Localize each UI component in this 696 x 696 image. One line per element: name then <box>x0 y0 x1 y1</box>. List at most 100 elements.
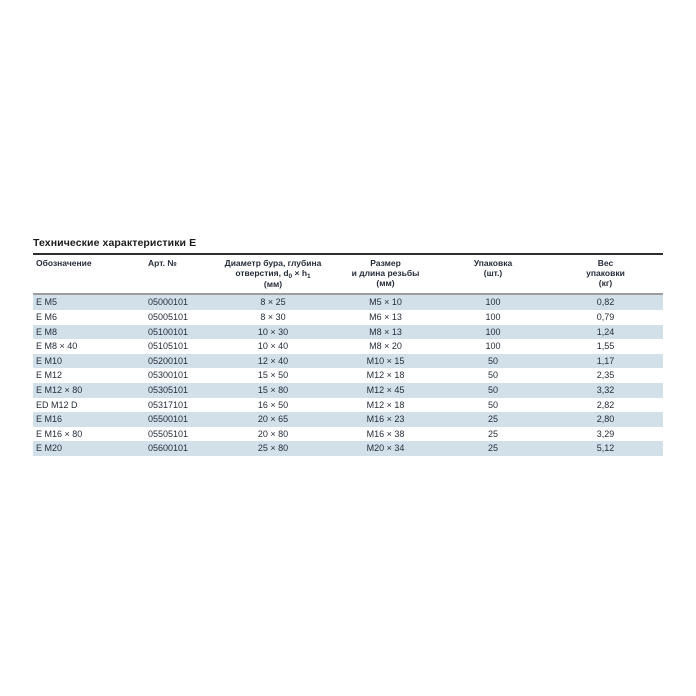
cell-pack-weight: 1,55 <box>596 341 615 352</box>
cell-pack-qty: 100 <box>485 297 501 308</box>
cell-pack-qty: 25 <box>487 414 498 425</box>
cell-pack-weight: 2,35 <box>596 370 615 381</box>
cell-drill-size: 10 × 40 <box>257 341 289 352</box>
header-weight: Вес упаковки (кг) <box>548 255 663 296</box>
cell-pack-weight: 0,82 <box>596 297 615 308</box>
cell-designation: E M16 <box>36 414 63 425</box>
cell-thread-size: M8 × 13 <box>369 326 402 337</box>
cell-drill-size: 8 × 30 <box>260 311 286 322</box>
cell-drill-size: 20 × 65 <box>257 414 289 425</box>
cell-article: 05305101 <box>148 384 189 395</box>
cell-designation: E M5 <box>36 297 58 308</box>
cell-drill-size: 15 × 50 <box>257 370 289 381</box>
cell-article: 05505101 <box>148 428 189 439</box>
header-drill-line1: Диаметр бура, глубина <box>224 258 322 268</box>
cell-drill-size: 12 × 40 <box>257 355 289 366</box>
cell-drill-size: 8 × 25 <box>260 297 286 308</box>
cell-designation: E M10 <box>36 355 63 366</box>
cell-pack-weight: 1,24 <box>596 326 615 337</box>
cell-thread-size: M6 × 13 <box>369 311 402 322</box>
cell-drill-size: 15 × 80 <box>257 384 289 395</box>
header-thread-line2: и длина резьбы <box>351 267 420 278</box>
cell-article: 05200101 <box>148 355 189 366</box>
header-article: Арт. № <box>148 255 213 296</box>
cell-thread-size: M12 × 45 <box>366 384 405 395</box>
header-drill-line3: (мм) <box>263 278 283 289</box>
header-pack: Упаковка (шт.) <box>438 255 548 296</box>
header-pack-line2: (шт.) <box>483 267 503 278</box>
table-row: E M10 05200101 12 × 40 M10 × 15 50 1,17 <box>33 353 663 369</box>
cell-drill-size: 16 × 50 <box>257 399 289 410</box>
header-row: Обозначение Арт. № Диаметр бура, глубина… <box>33 255 663 296</box>
subscript-1: 1 <box>307 272 311 280</box>
cell-pack-weight: 2,80 <box>596 414 615 425</box>
cell-thread-size: M16 × 38 <box>366 428 405 439</box>
cell-pack-qty: 100 <box>485 326 501 337</box>
cell-article: 05317101 <box>148 399 189 410</box>
spec-sheet: Технические характеристики Е Обозначение… <box>33 237 663 456</box>
table-row: E M16 × 80 05505101 20 × 80 M16 × 38 25 … <box>33 426 663 442</box>
cell-thread-size: M12 × 18 <box>366 399 405 410</box>
cell-pack-weight: 3,32 <box>596 384 615 395</box>
cell-thread-size: M12 × 18 <box>366 370 405 381</box>
cell-drill-size: 10 × 30 <box>257 326 289 337</box>
header-designation: Обозначение <box>33 255 148 296</box>
table-title: Технические характеристики Е <box>33 237 663 255</box>
cell-pack-weight: 0,79 <box>596 311 615 322</box>
cell-article: 05500101 <box>148 414 189 425</box>
cell-pack-qty: 50 <box>487 355 498 366</box>
cell-pack-qty: 100 <box>485 341 501 352</box>
cell-article: 05300101 <box>148 370 189 381</box>
cell-pack-qty: 50 <box>487 399 498 410</box>
cell-pack-qty: 50 <box>487 384 498 395</box>
cell-designation: ED M12 D <box>36 399 78 410</box>
cell-pack-qty: 100 <box>485 311 501 322</box>
header-weight-line1: Вес <box>597 258 614 268</box>
header-pack-line1: Упаковка <box>473 258 513 268</box>
table-row: E M8 × 40 05105101 10 × 40 M8 × 20 100 1… <box>33 339 663 354</box>
cell-pack-qty: 25 <box>487 428 498 439</box>
table-row: E M12 × 80 05305101 15 × 80 M12 × 45 50 … <box>33 382 663 398</box>
cell-drill-size: 25 × 80 <box>257 443 289 454</box>
cell-thread-size: M5 × 10 <box>369 297 402 308</box>
specs-table: Обозначение Арт. № Диаметр бура, глубина… <box>33 255 663 456</box>
cell-thread-size: M8 × 20 <box>369 341 402 352</box>
table-row: E M20 05600101 25 × 80 M20 × 34 25 5,12 <box>33 441 663 456</box>
cell-thread-size: M16 × 23 <box>366 414 405 425</box>
cell-pack-weight: 5,12 <box>596 443 615 454</box>
header-designation-label: Обозначение <box>36 258 92 268</box>
cell-article: 05000101 <box>148 297 189 308</box>
header-weight-line2: упаковки <box>586 267 625 278</box>
table-row: E M16 05500101 20 × 65 M16 × 23 25 2,80 <box>33 412 663 427</box>
cell-pack-weight: 3,29 <box>596 428 615 439</box>
cell-pack-qty: 50 <box>487 370 498 381</box>
header-article-label: Арт. № <box>148 258 177 268</box>
table-row: E M5 05000101 8 × 25 M5 × 10 100 0,82 <box>33 294 663 310</box>
header-weight-line3: (кг) <box>598 277 613 288</box>
cell-designation: E M6 <box>36 311 58 322</box>
cell-designation: E M8 <box>36 326 58 337</box>
table-row: E M12 05300101 15 × 50 M12 × 18 50 2,35 <box>33 368 663 383</box>
cell-designation: E M12 <box>36 370 63 381</box>
cell-designation: E M8 × 40 <box>36 341 78 352</box>
header-thread-line1: Размер <box>370 258 401 268</box>
cell-article: 05105101 <box>148 341 189 352</box>
cell-article: 05600101 <box>148 443 189 454</box>
header-drill: Диаметр бура, глубина отверстия, d0 × h1… <box>213 255 333 296</box>
header-thread: Размер и длина резьбы (мм) <box>333 255 438 296</box>
table-row: E M6 05005101 8 × 30 M6 × 13 100 0,79 <box>33 309 663 325</box>
header-drill-line2: отверстия, d0 × h1 <box>235 267 311 280</box>
cell-pack-qty: 25 <box>487 443 498 454</box>
table-header: Обозначение Арт. № Диаметр бура, глубина… <box>33 255 663 296</box>
cell-pack-weight: 2,82 <box>596 399 615 410</box>
subscript-0: 0 <box>288 272 293 280</box>
cell-thread-size: M20 × 34 <box>366 443 405 454</box>
cell-designation: E M12 × 80 <box>36 384 83 395</box>
cell-designation: E M16 × 80 <box>36 428 83 439</box>
cell-article: 05100101 <box>148 326 189 337</box>
cell-thread-size: M10 × 15 <box>366 355 405 366</box>
table-body: E M5 05000101 8 × 25 M5 × 10 100 0,82 E … <box>33 294 663 456</box>
cell-drill-size: 20 × 80 <box>257 428 289 439</box>
header-thread-line3: (мм) <box>376 277 395 288</box>
